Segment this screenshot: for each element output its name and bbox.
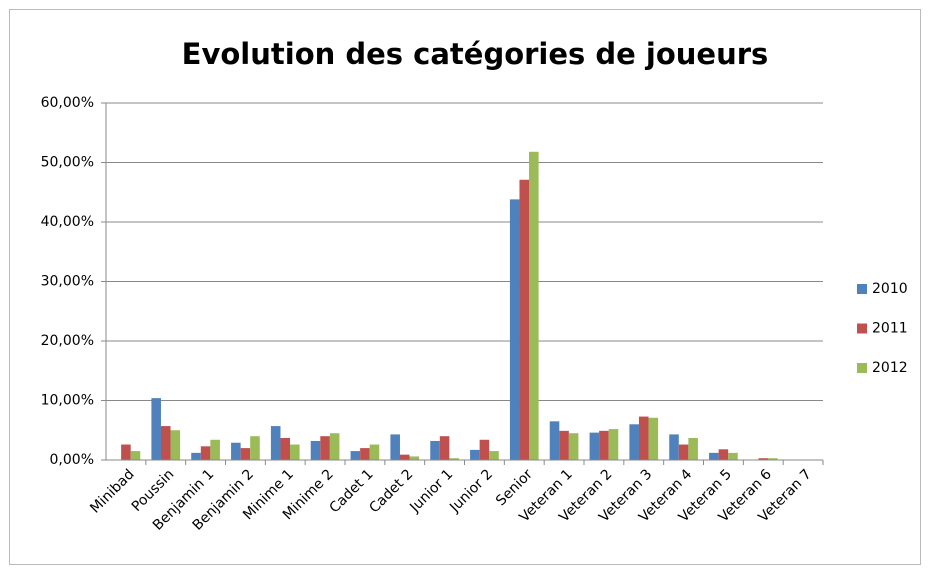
bar bbox=[350, 451, 361, 460]
bar bbox=[589, 432, 600, 460]
bar bbox=[360, 448, 370, 460]
bar bbox=[200, 446, 211, 460]
y-tick-label: 30,00% bbox=[41, 274, 94, 290]
bar bbox=[369, 444, 380, 460]
bar bbox=[470, 449, 480, 460]
bar bbox=[160, 426, 171, 460]
bar bbox=[678, 444, 689, 460]
legend-swatch bbox=[857, 284, 867, 294]
bar bbox=[310, 440, 321, 460]
bar bbox=[728, 452, 738, 460]
bar bbox=[568, 433, 579, 460]
bar bbox=[519, 179, 530, 460]
bar bbox=[688, 437, 698, 460]
bar bbox=[549, 421, 560, 460]
bar bbox=[669, 434, 679, 460]
bar bbox=[409, 456, 420, 460]
chart-title: Evolution des catégories de joueurs bbox=[182, 37, 769, 71]
chart-border bbox=[9, 9, 921, 565]
bar bbox=[648, 417, 659, 460]
y-tick-label: 60,00% bbox=[41, 95, 94, 111]
bar bbox=[329, 433, 340, 460]
legend-label: 2011 bbox=[872, 321, 908, 337]
bar bbox=[280, 437, 291, 460]
bar bbox=[270, 426, 281, 460]
bar bbox=[768, 458, 778, 460]
legend-label: 2012 bbox=[872, 360, 908, 376]
y-tick-label: 50,00% bbox=[41, 155, 94, 171]
bar bbox=[449, 458, 459, 460]
bar bbox=[191, 452, 201, 460]
bar bbox=[121, 444, 131, 460]
legend-swatch bbox=[857, 323, 867, 334]
bar bbox=[638, 416, 649, 460]
bar bbox=[718, 449, 729, 460]
bar bbox=[250, 436, 260, 460]
legend-label: 2010 bbox=[872, 281, 908, 297]
bar bbox=[430, 440, 440, 460]
bar bbox=[529, 151, 539, 461]
bar bbox=[479, 439, 490, 460]
bar bbox=[170, 430, 181, 460]
bar bbox=[290, 444, 300, 460]
y-tick-label: 10,00% bbox=[41, 393, 94, 409]
bar bbox=[210, 439, 220, 460]
bar bbox=[709, 452, 719, 460]
bar bbox=[599, 430, 609, 460]
bar bbox=[629, 424, 639, 460]
bar bbox=[130, 451, 141, 460]
bar bbox=[439, 436, 450, 460]
bar bbox=[240, 448, 251, 460]
legend-swatch bbox=[857, 363, 867, 373]
y-tick-label: 20,00% bbox=[41, 333, 94, 349]
bar bbox=[390, 434, 400, 460]
bar bbox=[489, 451, 499, 460]
bar bbox=[758, 458, 769, 460]
y-tick-label: 40,00% bbox=[41, 214, 94, 230]
bar bbox=[231, 442, 241, 460]
bar bbox=[399, 454, 410, 460]
bar bbox=[509, 199, 520, 460]
bar bbox=[320, 436, 330, 460]
bar bbox=[608, 429, 619, 460]
y-tick-label: 0,00% bbox=[50, 452, 94, 468]
bar bbox=[559, 430, 569, 460]
bar bbox=[151, 398, 161, 460]
